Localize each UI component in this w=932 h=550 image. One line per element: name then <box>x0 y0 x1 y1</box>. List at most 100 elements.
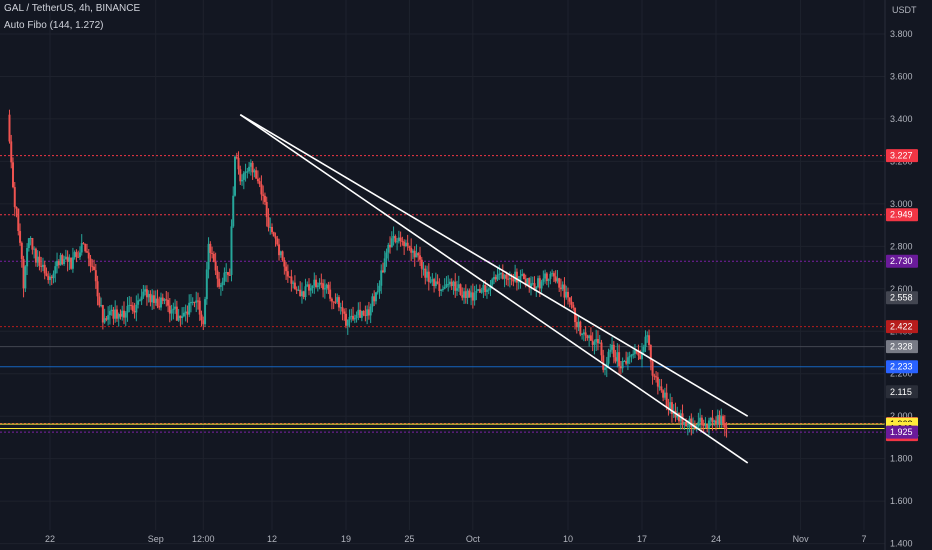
candle-body <box>332 301 335 303</box>
candle-body <box>322 283 325 290</box>
candle-body <box>639 355 642 360</box>
currency-label: USDT <box>892 5 917 15</box>
time-axis-ticks: 22 Sep 12:00 12 19 25 Oct 10 17 24 Nov 7 <box>45 534 867 544</box>
candle-body <box>544 273 547 279</box>
candle-body <box>559 287 562 290</box>
price-label-bg <box>886 149 918 163</box>
candle-body <box>725 427 728 430</box>
candle-body <box>246 171 249 173</box>
candle-body <box>445 284 448 288</box>
trendlines[interactable] <box>239 113 749 464</box>
candle-body <box>279 251 282 256</box>
candle-body <box>589 335 592 341</box>
candle-body <box>13 187 16 208</box>
candle-body <box>681 413 684 425</box>
candle-body <box>399 237 402 242</box>
candle-body <box>461 294 464 298</box>
candle-body <box>68 257 71 262</box>
candle-body <box>415 253 418 258</box>
price-label: 3.227 <box>890 151 913 161</box>
price-label: 2.328 <box>890 342 913 352</box>
candle-body <box>293 282 296 290</box>
candle-body <box>149 293 152 303</box>
candle-body <box>542 278 545 282</box>
candle-body <box>413 250 416 258</box>
candle-body <box>234 156 236 196</box>
candle-body <box>459 284 462 295</box>
candle-body <box>204 299 207 325</box>
candle-body <box>454 281 457 291</box>
indicator-title[interactable]: Auto Fibo (144, 1.272) <box>4 20 104 31</box>
candle-body <box>49 276 51 281</box>
candle-body <box>448 281 451 285</box>
price-label-bg <box>886 254 918 268</box>
candle-body <box>632 353 635 355</box>
candle-body <box>565 291 568 298</box>
candle-body <box>563 284 566 298</box>
candle-body <box>249 162 252 167</box>
candle-body <box>309 288 312 291</box>
candle-body <box>660 386 663 391</box>
candle-body <box>41 264 44 267</box>
trendline-upper[interactable] <box>239 113 749 417</box>
candle-body <box>471 292 474 301</box>
candle-body <box>27 238 30 249</box>
candle-body <box>110 309 113 312</box>
candle-body <box>582 332 585 334</box>
candle-body <box>156 298 159 307</box>
price-label: 2.730 <box>890 256 913 266</box>
price-axis-panel[interactable] <box>885 0 932 550</box>
candle-body <box>505 274 508 279</box>
candle-body <box>480 289 483 293</box>
candle-body <box>304 286 307 298</box>
candle-body <box>80 243 83 253</box>
candle-body <box>255 170 258 179</box>
candle-body <box>385 252 388 259</box>
candle-body <box>609 349 612 352</box>
candle-body <box>396 241 399 243</box>
time-tick-label: 12:00 <box>192 534 215 544</box>
candle-body <box>320 282 323 284</box>
candle-body <box>290 276 293 284</box>
candle-body <box>300 291 303 297</box>
candle-body <box>364 314 367 316</box>
time-tick-label: 19 <box>341 534 351 544</box>
symbol-title[interactable]: GAL / TetherUS, 4h, BINANCE <box>4 3 141 14</box>
time-tick-label: 24 <box>711 534 721 544</box>
candle-body <box>619 366 622 369</box>
candle-body <box>678 413 680 422</box>
candle-body <box>211 252 214 254</box>
candle-body <box>267 217 270 228</box>
candle-body <box>19 231 22 243</box>
candle-body <box>593 341 596 345</box>
candle-body <box>260 184 263 195</box>
candle-body <box>124 312 127 318</box>
candle-body <box>655 376 658 378</box>
candle-body <box>519 275 522 282</box>
candle-body <box>575 322 578 328</box>
candle-body <box>38 256 41 266</box>
candle-body <box>584 332 587 336</box>
candle-body <box>299 289 302 297</box>
candle-body <box>508 278 511 280</box>
price-labels: 3.227 2.949 2.730 2.558 2.422 2.328 2.233 2.115… <box>886 149 919 442</box>
candle-body <box>66 256 69 262</box>
candle-body <box>345 313 347 326</box>
candle-body <box>426 271 429 278</box>
candle-body <box>59 255 62 266</box>
candle-body <box>152 295 155 303</box>
candle-body <box>244 171 247 173</box>
candle-body <box>637 352 640 356</box>
candle-body <box>625 360 628 364</box>
trendline-lower[interactable] <box>239 114 749 464</box>
candle-body <box>126 305 129 313</box>
candle-body <box>45 273 48 276</box>
candle-body <box>670 402 673 415</box>
candle-body <box>258 181 261 185</box>
candle-body <box>191 301 194 303</box>
candle-body <box>485 289 488 293</box>
candle-body <box>530 283 532 288</box>
candle-body <box>251 162 254 173</box>
candle-body <box>93 266 96 271</box>
